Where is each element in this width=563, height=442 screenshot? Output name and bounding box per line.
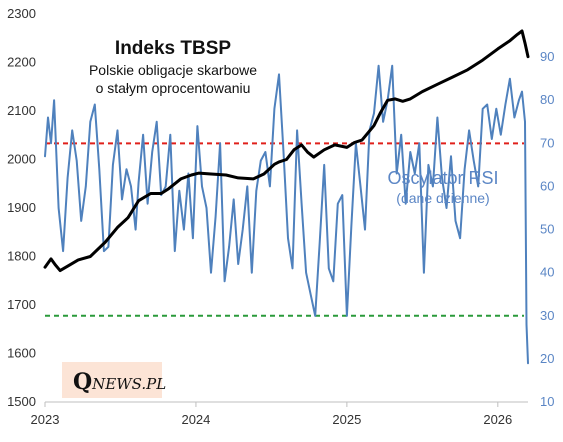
right-tick-label: 30 <box>540 308 554 323</box>
left-tick-label: 2100 <box>7 103 36 118</box>
left-tick-label: 1600 <box>7 346 36 361</box>
qnews-logo: QNEWS.PL <box>62 362 166 398</box>
rsi-title: Oscylator RSI <box>387 168 498 188</box>
left-tick-label: 1900 <box>7 200 36 215</box>
x-tick-label: 2025 <box>332 412 361 427</box>
rsi-subtitle: (dane dzienne) <box>396 190 489 206</box>
chart-subtitle-line2: o stałym oprocentowaniu <box>96 80 251 96</box>
right-tick-label: 60 <box>540 178 554 193</box>
left-tick-label: 1500 <box>7 394 36 409</box>
right-tick-label: 10 <box>540 394 554 409</box>
left-axis: 1500 1600 1700 1800 1900 2000 2100 2200 2300 <box>7 6 36 409</box>
x-axis: 2023 2024 2025 2026 <box>31 402 512 427</box>
qnews-logo-text: QNEWS.PL <box>73 369 166 395</box>
x-tick-label: 2024 <box>181 412 210 427</box>
qnews-logo-background <box>62 362 162 398</box>
chart-title: Indeks TBSP <box>115 38 231 59</box>
left-tick-label: 1700 <box>7 297 36 312</box>
right-tick-label: 50 <box>540 222 554 237</box>
left-tick-label: 2200 <box>7 55 36 70</box>
left-tick-label: 1800 <box>7 249 36 264</box>
right-tick-label: 70 <box>540 135 554 150</box>
series-layer <box>43 29 530 365</box>
right-tick-label: 80 <box>540 92 554 107</box>
right-tick-label: 90 <box>540 49 554 64</box>
reference-lines <box>45 142 524 317</box>
x-tick-label: 2023 <box>31 412 60 427</box>
x-tick-label: 2026 <box>483 412 512 427</box>
rsi-series-line <box>44 64 529 365</box>
tbsp-series-line <box>43 29 530 273</box>
right-axis: 10 20 30 40 50 60 70 80 90 <box>540 49 554 409</box>
left-tick-label: 2000 <box>7 152 36 167</box>
chart-subtitle-line1: Polskie obligacje skarbowe <box>89 62 257 78</box>
right-tick-label: 20 <box>540 351 554 366</box>
right-tick-label: 40 <box>540 265 554 280</box>
left-tick-label: 2300 <box>7 6 36 21</box>
